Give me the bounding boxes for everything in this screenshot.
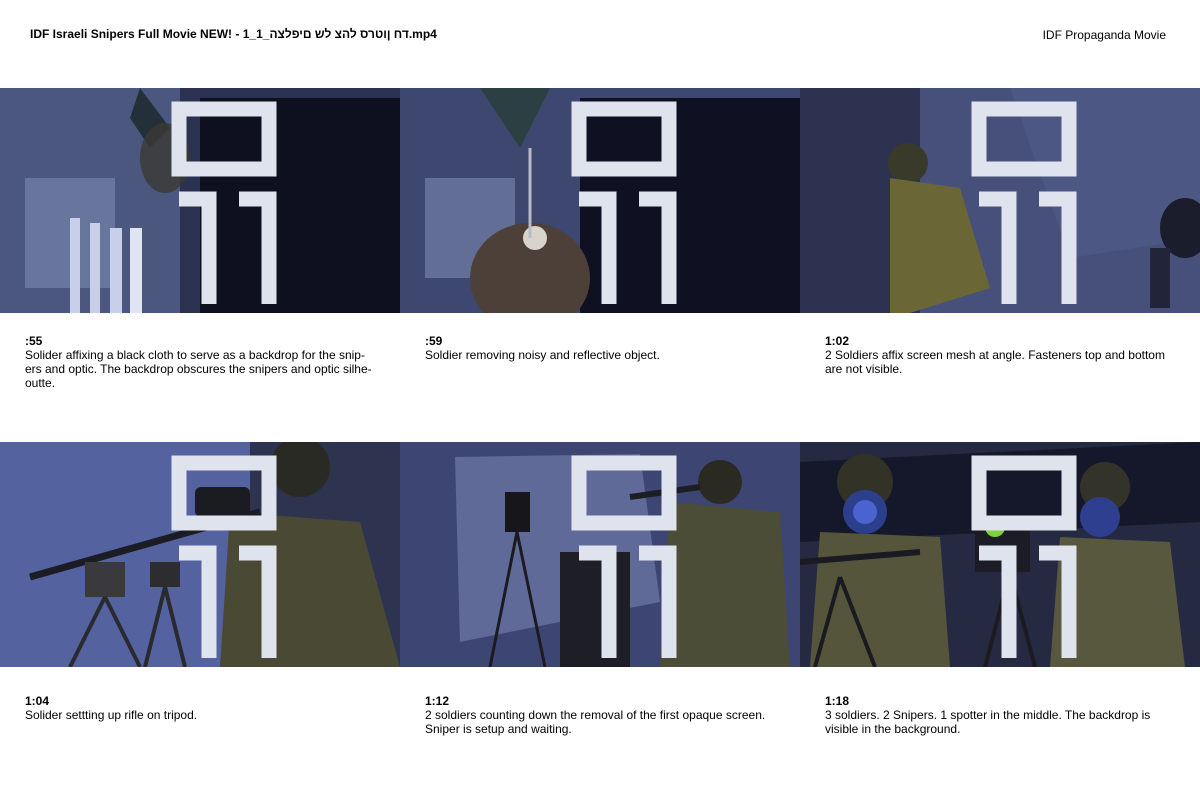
description: Solider affixing a black cloth to serve … <box>25 348 372 390</box>
description: Soldier removing noisy and reflective ob… <box>425 348 660 362</box>
channel-logo-icon <box>171 455 277 658</box>
description: 2 soldiers counting down the removal of … <box>425 708 766 736</box>
channel-logo-icon <box>971 455 1077 658</box>
frame-caption-4: 1:04 Solider settting up rifle on tripod… <box>25 694 377 722</box>
header-title: IDF Israeli Snipers Full Movie NEW! - דח… <box>30 27 437 41</box>
timestamp: :59 <box>425 334 443 348</box>
video-frame-4 <box>0 442 400 667</box>
channel-logo-icon <box>171 101 277 304</box>
frame-caption-2: :59 Soldier removing noisy and reflectiv… <box>425 334 777 362</box>
video-frame-2 <box>400 88 800 313</box>
frame-caption-1: :55 Solider affixing a black cloth to se… <box>25 334 377 390</box>
description: Solider settting up rifle on tripod. <box>25 708 198 722</box>
header-subtitle: IDF Propaganda Movie <box>1042 28 1166 42</box>
video-frame-5 <box>400 442 800 667</box>
frame-caption-3: 1:02 2 Soldiers affix screen mesh at ang… <box>825 334 1177 376</box>
channel-logo-icon <box>571 101 677 304</box>
frame-caption-5: 1:12 2 soldiers counting down the remova… <box>425 694 777 736</box>
timestamp: 1:12 <box>425 694 450 708</box>
timestamp: :55 <box>25 334 43 348</box>
video-frame-6 <box>800 442 1200 667</box>
frame-caption-6: 1:18 3 soldiers. 2 Snipers. 1 spotter in… <box>825 694 1177 736</box>
timestamp: 1:02 <box>825 334 850 348</box>
frame-1-scene <box>0 88 400 313</box>
timestamp: 1:18 <box>825 694 850 708</box>
video-frame-3 <box>800 88 1200 313</box>
description: 3 soldiers. 2 Snipers. 1 spotter in the … <box>825 708 1151 736</box>
channel-logo-icon <box>571 455 677 658</box>
description: 2 Soldiers affix screen mesh at angle. F… <box>825 348 1165 376</box>
video-frame-1 <box>0 88 400 313</box>
channel-logo-icon <box>971 101 1077 304</box>
frame-2-scene <box>400 88 800 313</box>
timestamp: 1:04 <box>25 694 50 708</box>
